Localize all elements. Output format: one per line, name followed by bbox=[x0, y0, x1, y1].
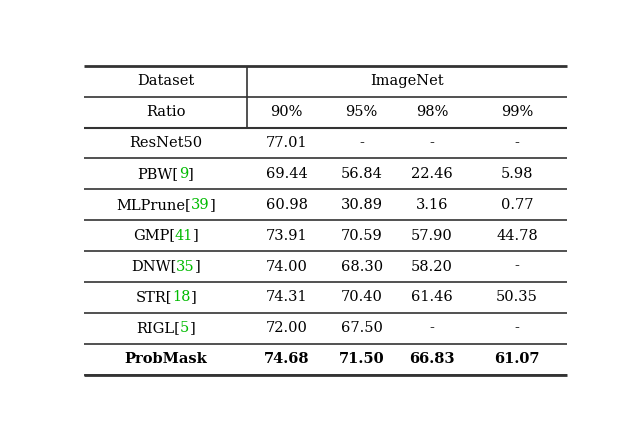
Text: 58.20: 58.20 bbox=[411, 259, 453, 273]
Text: ]: ] bbox=[190, 290, 196, 304]
Text: DNW[: DNW[ bbox=[131, 259, 176, 273]
Text: ]: ] bbox=[193, 228, 199, 242]
Text: 5: 5 bbox=[180, 321, 190, 335]
Text: STR[: STR[ bbox=[135, 290, 172, 304]
Text: Ratio: Ratio bbox=[146, 105, 186, 119]
Text: 73.91: 73.91 bbox=[266, 228, 307, 242]
Text: 99%: 99% bbox=[501, 105, 533, 119]
Text: 61.46: 61.46 bbox=[411, 290, 453, 304]
Text: RIGL[: RIGL[ bbox=[136, 321, 180, 335]
Text: 44.78: 44.78 bbox=[496, 228, 538, 242]
Text: ]: ] bbox=[210, 198, 216, 212]
Text: 74.00: 74.00 bbox=[266, 259, 307, 273]
Text: 74.68: 74.68 bbox=[264, 352, 309, 366]
Text: 69.44: 69.44 bbox=[266, 167, 307, 181]
Text: ProbMask: ProbMask bbox=[125, 352, 207, 366]
Text: -: - bbox=[429, 136, 434, 150]
Text: 9: 9 bbox=[179, 167, 188, 181]
Text: 56.84: 56.84 bbox=[341, 167, 383, 181]
Text: 50.35: 50.35 bbox=[496, 290, 538, 304]
Text: 39: 39 bbox=[191, 198, 210, 212]
Text: 22.46: 22.46 bbox=[411, 167, 453, 181]
Text: 90%: 90% bbox=[270, 105, 303, 119]
Text: 41: 41 bbox=[175, 228, 193, 242]
Text: 68.30: 68.30 bbox=[341, 259, 383, 273]
Text: -: - bbox=[515, 136, 520, 150]
Text: 5.98: 5.98 bbox=[501, 167, 533, 181]
Text: ]: ] bbox=[188, 167, 194, 181]
Text: MLPrune[: MLPrune[ bbox=[116, 198, 191, 212]
Text: PBW[: PBW[ bbox=[138, 167, 179, 181]
Text: 70.40: 70.40 bbox=[341, 290, 383, 304]
Text: GMP[: GMP[ bbox=[133, 228, 175, 242]
Text: 67.50: 67.50 bbox=[341, 321, 383, 335]
Text: 35: 35 bbox=[176, 259, 195, 273]
Text: -: - bbox=[515, 259, 520, 273]
Text: -: - bbox=[359, 136, 364, 150]
Text: 74.31: 74.31 bbox=[266, 290, 307, 304]
Text: 71.50: 71.50 bbox=[339, 352, 385, 366]
Text: 61.07: 61.07 bbox=[494, 352, 540, 366]
Text: 18: 18 bbox=[172, 290, 190, 304]
Text: 72.00: 72.00 bbox=[266, 321, 307, 335]
Text: 3.16: 3.16 bbox=[416, 198, 448, 212]
Text: ImageNet: ImageNet bbox=[370, 74, 444, 88]
Text: 66.83: 66.83 bbox=[409, 352, 455, 366]
Text: 30.89: 30.89 bbox=[341, 198, 383, 212]
Text: 0.77: 0.77 bbox=[501, 198, 533, 212]
Text: 77.01: 77.01 bbox=[266, 136, 307, 150]
Text: ResNet50: ResNet50 bbox=[129, 136, 202, 150]
Text: ]: ] bbox=[195, 259, 200, 273]
Text: 98%: 98% bbox=[416, 105, 448, 119]
Text: 57.90: 57.90 bbox=[411, 228, 453, 242]
Text: Dataset: Dataset bbox=[137, 74, 195, 88]
Text: 95%: 95% bbox=[345, 105, 378, 119]
Text: ]: ] bbox=[190, 321, 195, 335]
Text: -: - bbox=[429, 321, 434, 335]
Text: -: - bbox=[515, 321, 520, 335]
Text: 70.59: 70.59 bbox=[341, 228, 383, 242]
Text: 60.98: 60.98 bbox=[265, 198, 308, 212]
